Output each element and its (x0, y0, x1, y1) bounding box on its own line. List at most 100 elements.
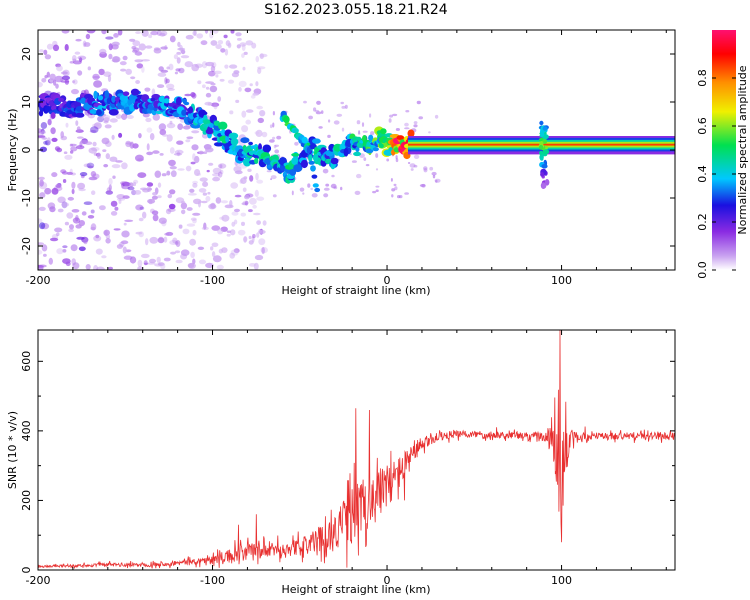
heatmap-noise-blob (77, 182, 86, 190)
heatmap-noise-blob (170, 251, 176, 255)
heatmap-noise-blob (421, 183, 426, 188)
heatmap-noise-blob (212, 176, 221, 182)
heatmap-noise-blob (83, 238, 88, 245)
heatmap-noise-blob (363, 157, 367, 162)
heatmap-noise-blob (66, 212, 74, 219)
heatmap-noise-blob (217, 40, 224, 45)
heatmap-noise-blob (208, 72, 213, 76)
heatmap-noise-blob (177, 123, 184, 130)
heatmap-noise-blob (137, 172, 147, 179)
heatmap-noise-blob (87, 215, 95, 219)
heatmap-noise-blob (126, 115, 134, 119)
heatmap-noise-blob (50, 127, 56, 135)
heatmap-noise-blob (93, 80, 103, 88)
heatmap-noise-blob (38, 130, 47, 135)
heatmap-noise-blob (166, 134, 173, 142)
heatmap-noise-blob (55, 63, 61, 68)
snr-line-layer (38, 330, 675, 570)
heatmap-noise-blob (49, 73, 56, 81)
heatmap-noise-blob (89, 130, 97, 133)
heatmap-noise-blob (90, 126, 99, 134)
snr-y-tick-label: 200 (20, 490, 33, 511)
heatmap-noise-blob (256, 179, 264, 184)
heatmap-noise-blob (128, 182, 134, 188)
heatmap-noise-blob (149, 133, 155, 141)
heatmap-noise-blob (98, 68, 105, 76)
heatmap-x-label: Height of straight line (km) (281, 284, 430, 297)
heatmap-ridge-blob (175, 97, 182, 106)
heatmap-noise-blob (74, 51, 81, 55)
heatmap-noise-blob (85, 33, 91, 40)
heatmap-spike-blob (540, 157, 544, 161)
heatmap-noise-blob (291, 190, 294, 196)
heatmap-noise-blob (157, 195, 162, 199)
heatmap-noise-blob (157, 237, 165, 244)
snr-ticks: -200 -100 0 100 0 200 400 600 (20, 330, 675, 587)
heatmap-noise-blob (154, 263, 163, 267)
heatmap-ridge-blob (300, 159, 308, 169)
heatmap-noise-blob (65, 122, 69, 128)
heatmap-noise-blob (180, 55, 190, 59)
heatmap-noise-blob (250, 94, 256, 99)
heatmap-noise-blob (233, 70, 240, 75)
heatmap-noise-blob (99, 48, 107, 55)
heatmap-noise-blob (416, 100, 421, 105)
heatmap-noise-blob (176, 57, 181, 64)
heatmap-noise-blob (176, 51, 182, 55)
heatmap-noise-blob (248, 209, 253, 213)
heatmap-noise-blob (122, 55, 128, 61)
heatmap-noise-blob (205, 92, 212, 98)
heatmap-noise-blob (177, 41, 181, 48)
heatmap-noise-blob (276, 135, 282, 140)
heatmap-noise-blob (152, 113, 160, 121)
heatmap-noise-blob (393, 183, 397, 187)
heatmap-noise-blob (103, 164, 109, 168)
heatmap-noise-blob (192, 218, 197, 224)
heatmap-noise-blob (407, 162, 411, 164)
heatmap-noise-blob (242, 187, 247, 193)
heatmap-noise-blob (102, 149, 107, 153)
heatmap-spike-blob (541, 164, 548, 169)
heatmap-noise-blob (241, 53, 245, 58)
heatmap-noise-blob (386, 158, 390, 162)
heatmap-ridge-blob (182, 98, 187, 105)
heatmap-noise-blob (198, 259, 207, 265)
heatmap-noise-blob (92, 141, 97, 147)
heatmap-noise-blob (110, 200, 118, 207)
heatmap-noise-blob (303, 100, 307, 104)
heatmap-noise-blob (153, 212, 158, 217)
heatmap-noise-blob (257, 117, 264, 124)
heatmap-ridge-blob (353, 151, 362, 157)
heatmap-noise-blob (103, 229, 110, 236)
heatmap-noise-blob (255, 129, 263, 137)
heatmap-noise-blob (244, 87, 252, 93)
heatmap-streak-blob (293, 128, 299, 134)
heatmap-noise-blob (181, 209, 186, 215)
heatmap-noise-blob (237, 37, 242, 41)
heatmap-noise-blob (109, 118, 118, 123)
heatmap-noise-blob (135, 154, 144, 162)
heatmap-noise-blob (146, 262, 156, 265)
heatmap-noise-blob (238, 87, 242, 92)
colorbar-label: Normalized spectral amplitude (736, 65, 749, 234)
heatmap-noise-blob (118, 199, 122, 204)
heatmap-noise-blob (141, 30, 149, 37)
heatmap-noise-blob (272, 194, 277, 198)
heatmap-noise-blob (210, 246, 214, 251)
heatmap-noise-blob (79, 57, 83, 63)
heatmap-noise-blob (39, 179, 44, 187)
heatmap-noise-blob (143, 262, 149, 265)
heatmap-ridge-blob (96, 109, 102, 116)
heatmap-noise-blob (192, 30, 197, 36)
heatmap-noise-blob (162, 134, 169, 137)
heatmap-noise-blob (72, 217, 81, 224)
heatmap-noise-blob (227, 79, 235, 84)
heatmap-noise-blob (192, 153, 196, 161)
heatmap-noise-blob (77, 70, 83, 76)
heatmap-noise-blob (147, 198, 156, 204)
heatmap-noise-blob (72, 80, 76, 84)
heatmap-noise-blob (247, 168, 252, 172)
heatmap-ridge-blob (50, 112, 56, 119)
heatmap-noise-blob (166, 66, 170, 70)
heatmap-noise-blob (228, 42, 232, 48)
